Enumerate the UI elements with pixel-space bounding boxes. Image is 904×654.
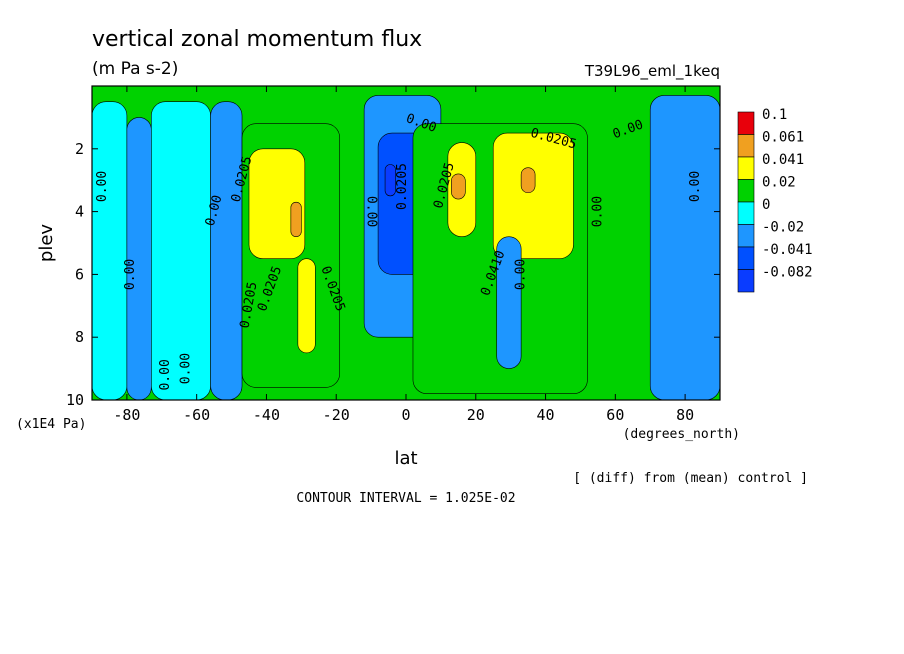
contour-label: 0.00 — [123, 259, 138, 290]
colorbar-label: -0.082 — [762, 265, 813, 281]
colorbar-swatch — [737, 111, 755, 135]
x-axis-label: lat — [394, 448, 417, 469]
x-tick-label: 80 — [676, 406, 694, 424]
x-tick-label: -40 — [253, 406, 280, 424]
contour-interval-label: CONTOUR INTERVAL = 1.025E-02 — [296, 491, 515, 506]
y-tick-label: 10 — [66, 391, 84, 409]
x-tick-label: 20 — [467, 406, 485, 424]
colorbar-label: 0 — [762, 197, 770, 213]
x-tick-label: -20 — [323, 406, 350, 424]
x-tick-label: 0 — [401, 406, 410, 424]
colorbar-label: -0.02 — [762, 220, 804, 236]
colorbar-label: 0.1 — [762, 107, 787, 123]
y-tick-label: 8 — [75, 328, 84, 346]
colorbar-swatch — [737, 156, 755, 180]
contour-region — [496, 236, 522, 369]
y-axis-label: plev — [36, 224, 57, 263]
contour-region — [492, 132, 574, 260]
chart-title: vertical zonal momentum flux — [92, 27, 422, 52]
contour-region — [649, 95, 721, 401]
contour-region — [384, 164, 396, 197]
contour-label: 0.00 — [158, 359, 173, 390]
contour-region — [290, 201, 302, 238]
colorbar-legend: 0.1 0.061 0.041 0.02 0 -0.02 -0.041 -0.082 — [737, 107, 813, 293]
x-tick-label: -60 — [183, 406, 210, 424]
colorbar-swatch — [737, 224, 755, 248]
x-axis-unit: (degrees_north) — [623, 427, 740, 442]
colorbar-swatch — [737, 134, 755, 158]
y-axis-unit: (x1E4 Pa) — [16, 417, 86, 432]
contour-label: 0.00 — [179, 353, 194, 384]
colorbar-label: 0.061 — [762, 130, 804, 146]
colorbar-swatch — [737, 179, 755, 203]
y-tick-label: 4 — [75, 203, 84, 221]
contour-label: 0.00 — [364, 196, 379, 227]
colorbar-label: 0.041 — [762, 152, 804, 168]
contour-region — [91, 101, 128, 401]
contour-label: 0.0205 — [395, 163, 410, 210]
y-tick-label: 2 — [75, 140, 84, 158]
contour-region — [297, 258, 316, 354]
contour-label: 0.00 — [688, 171, 703, 202]
contour-region — [451, 173, 466, 200]
colorbar-label: -0.041 — [762, 242, 813, 258]
contour-region — [126, 117, 152, 401]
plot-area — [91, 86, 721, 401]
contour-label: 0.00 — [590, 196, 605, 227]
x-axis: -80 -60 -40 -20 0 20 40 60 80 — [113, 86, 694, 424]
x-tick-label: 60 — [606, 406, 624, 424]
colorbar-swatch — [737, 269, 755, 293]
x-tick-label: 40 — [537, 406, 555, 424]
y-tick-label: 6 — [75, 265, 84, 283]
chart-subtitle: (m Pa s-2) — [92, 59, 178, 79]
diff-note: [ (diff) from (mean) control ] — [573, 471, 808, 486]
contour-region — [210, 101, 243, 401]
contour-label: 0.00 — [514, 259, 529, 290]
colorbar-swatch — [737, 246, 755, 270]
colorbar-swatch — [737, 201, 755, 225]
contour-region — [520, 167, 536, 194]
y-axis: 2 4 6 8 10 — [66, 140, 720, 409]
run-label: T39L96_eml_1keq — [584, 62, 720, 81]
colorbar-label: 0.02 — [762, 175, 796, 191]
contour-label: 0.00 — [95, 171, 110, 202]
x-tick-label: -80 — [113, 406, 140, 424]
